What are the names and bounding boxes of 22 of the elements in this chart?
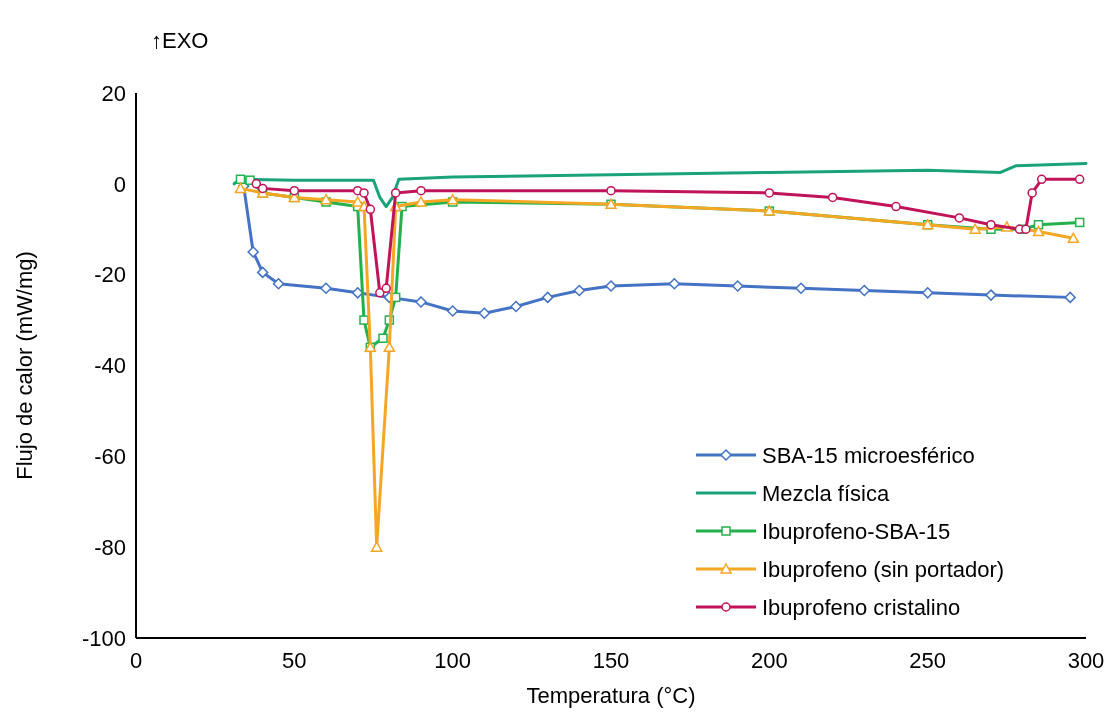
y-tick-label: -100 <box>81 625 126 651</box>
legend-label: Ibuprofeno cristalino <box>762 594 961 620</box>
y-tick-label: -60 <box>94 444 126 470</box>
y-tick-label: -80 <box>94 534 126 560</box>
legend-label: SBA-15 microesférico <box>762 442 975 468</box>
x-tick-label: 50 <box>282 648 307 673</box>
text: ↑EXO <box>151 28 209 53</box>
x-tick-label: 150 <box>592 648 630 673</box>
y-tick-label: 20 <box>101 80 126 106</box>
x-tick-label: 200 <box>750 648 788 673</box>
legend-label: Ibuprofeno-SBA-15 <box>762 518 951 544</box>
x-tick-label: 0 <box>129 648 143 673</box>
x-axis-title: Temperatura (°C) <box>526 683 696 708</box>
legend-label: Ibuprofeno (sin portador) <box>762 556 1005 582</box>
y-tick-label: -40 <box>94 353 126 379</box>
y-axis-title: Flujo de calor (mW/mg) <box>12 251 37 480</box>
x-tick-label: 300 <box>1067 648 1105 673</box>
legend-label: Mezcla física <box>762 480 890 506</box>
x-tick-label: 250 <box>909 648 947 673</box>
x-tick-label: 100 <box>434 648 472 673</box>
y-tick-label: 0 <box>113 171 126 197</box>
y-tick-label: -20 <box>94 262 126 288</box>
